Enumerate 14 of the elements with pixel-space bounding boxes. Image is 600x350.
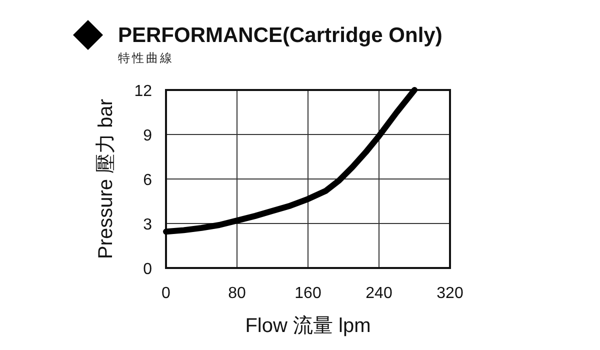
x-tick-label: 320 — [436, 285, 464, 302]
y-tick-label: 12 — [134, 83, 152, 100]
chart-title: PERFORMANCE(Cartridge Only) — [118, 24, 442, 47]
y-tick-label: 9 — [143, 128, 152, 144]
y-tick-label: 0 — [143, 261, 152, 278]
y-axis-title: Pressure 壓力 bar — [95, 98, 117, 260]
x-tick-label: 160 — [294, 285, 322, 302]
x-tick-label: 0 — [162, 285, 171, 302]
x-tick-label: 240 — [366, 285, 392, 302]
x-axis-title: Flow 流量 lpm — [245, 315, 371, 337]
y-tick-label: 3 — [143, 216, 152, 234]
x-tick-label: 80 — [228, 285, 246, 302]
y-tick-label: 6 — [143, 172, 152, 189]
chart-subtitle: 特性曲線 — [118, 51, 174, 65]
